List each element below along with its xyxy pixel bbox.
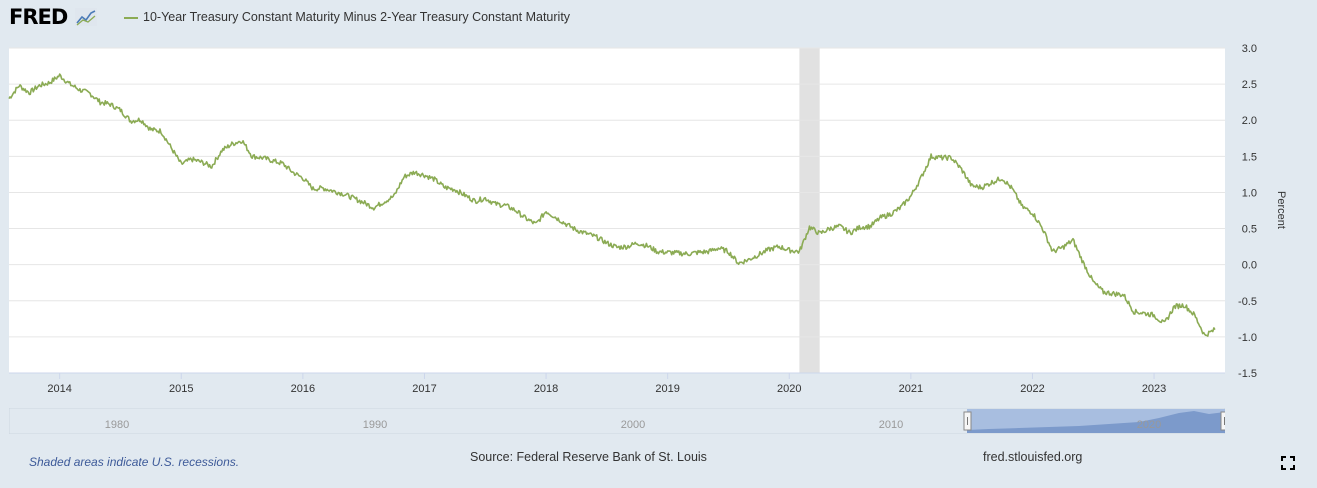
chart-header: FRED 10-Year Treasury Constant Maturity …: [0, 0, 1317, 40]
y-tick-label: 2.5: [1242, 79, 1257, 91]
navigator-tick: 1980: [105, 419, 129, 431]
navigator-tick: 1990: [363, 419, 387, 431]
fred-logo[interactable]: FRED: [9, 5, 97, 29]
y-tick-label: 2.0: [1242, 115, 1257, 127]
y-tick-label: 1.5: [1242, 151, 1257, 163]
x-tick-label: 2021: [899, 383, 923, 395]
legend-label: 10-Year Treasury Constant Maturity Minus…: [143, 10, 571, 24]
legend-swatch: [124, 16, 138, 19]
series-layer: [8, 73, 1216, 337]
trend-line-icon: [74, 8, 97, 26]
y-tick-label: 1.0: [1242, 187, 1257, 199]
source-text: Source: Federal Reserve Bank of St. Loui…: [470, 450, 707, 464]
fred-logo-text: FRED: [9, 5, 68, 29]
line-chart: 3.02.52.01.51.00.50.0-0.5-1.0-1.5 2014 20…: [8, 43, 1287, 395]
x-tick-label: 2015: [169, 383, 193, 395]
fullscreen-icon[interactable]: [1281, 456, 1295, 470]
y-tick-label: 0.5: [1242, 224, 1257, 236]
y-tick-label: -1.0: [1238, 332, 1257, 344]
recession-shading-layer: [799, 48, 820, 373]
site-url[interactable]: fred.stlouisfed.org: [983, 450, 1083, 464]
plot-area[interactable]: [9, 48, 1225, 373]
x-tick-label: 2017: [412, 383, 436, 395]
navigator-svg: 1980 1990 2000 2010 2020: [8, 407, 1229, 435]
y-axis-ticks: 3.0 2.5 2.0 1.5 1.0 0.5 0.0 -0.5 -1.0 -1.5: [1238, 43, 1257, 380]
recession-band: [799, 48, 820, 373]
y-tick-label: -1.5: [1238, 368, 1257, 380]
x-tick-label: 2016: [291, 383, 315, 395]
x-tick-label: 2014: [47, 383, 71, 395]
x-axis-ticks: 2014 2015 2016 2017 2018 2019 2020 2021 2022 2023: [9, 372, 1225, 395]
recession-note: Shaded areas indicate U.S. recessions.: [29, 455, 240, 469]
navigator-series: [967, 411, 1225, 433]
series-legend[interactable]: 10-Year Treasury Constant Maturity Minus…: [124, 10, 570, 24]
time-range-navigator[interactable]: 1980 1990 2000 2010 2020: [8, 407, 1229, 435]
x-tick-label: 2022: [1020, 383, 1044, 395]
series-line: [8, 73, 1216, 337]
y-tick-label: 0.0: [1242, 260, 1257, 272]
navigator-tick: 2010: [879, 419, 903, 431]
y-axis-label: Percent: [1275, 191, 1287, 229]
y-tick-label: 3.0: [1242, 43, 1257, 55]
grid-lines: [9, 47, 1225, 374]
x-tick-label: 2020: [777, 383, 801, 395]
navigator-tick: 2000: [621, 419, 645, 431]
y-tick-label: -0.5: [1238, 296, 1257, 308]
x-tick-label: 2023: [1142, 383, 1166, 395]
x-tick-label: 2018: [534, 383, 558, 395]
navigator-tick: 2020: [1137, 419, 1161, 431]
x-tick-label: 2019: [655, 383, 679, 395]
